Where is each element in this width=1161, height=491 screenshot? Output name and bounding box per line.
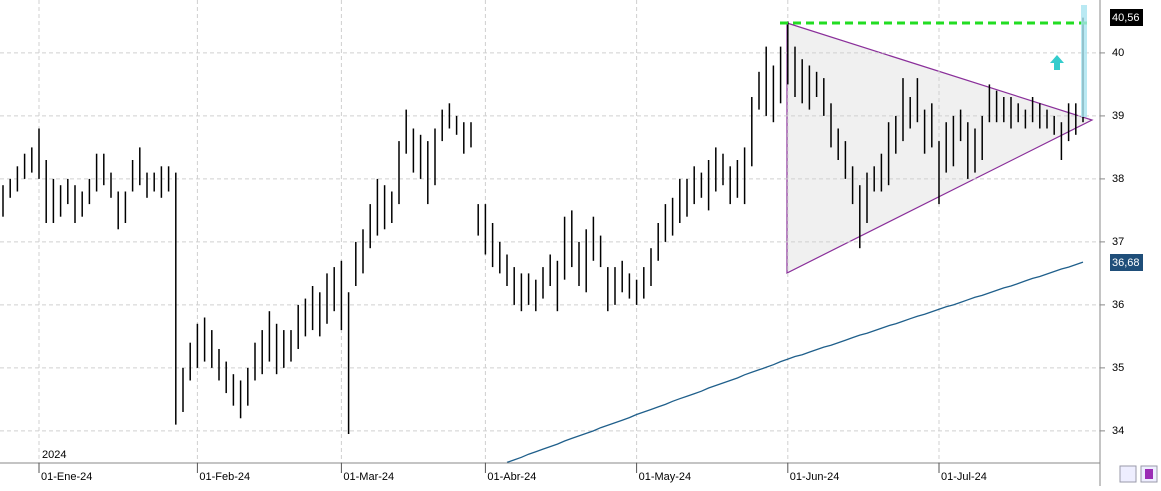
- x-tick-label: 01-Mar-24: [343, 471, 394, 483]
- moving-average: [506, 261, 1084, 464]
- y-axis-panel: [1101, 0, 1161, 486]
- price-label-box: [1110, 9, 1143, 26]
- x-tick-label: 01-Ene-24: [41, 471, 92, 483]
- up-arrow: [1050, 55, 1064, 70]
- ma-label: 36,68: [1112, 257, 1140, 269]
- y-tick-label: 39: [1112, 110, 1124, 122]
- x-tick-label: 01-May-24: [639, 471, 692, 483]
- breakout-highlight: [1081, 5, 1087, 117]
- y-tick-label: 36: [1112, 299, 1124, 311]
- save-icon: [1145, 469, 1153, 479]
- year-label: 2024: [42, 449, 66, 461]
- x-tick-label: 01-Jun-24: [790, 471, 840, 483]
- x-tick-label: 01-Jul-24: [941, 471, 987, 483]
- y-tick-label: 35: [1112, 362, 1124, 374]
- x-tick-label: 01-Abr-24: [487, 471, 536, 483]
- y-tick-label: 40: [1112, 47, 1124, 59]
- y-tick-label: 37: [1112, 236, 1124, 248]
- price-label: 40,56: [1112, 12, 1140, 24]
- ma-label-box: [1110, 254, 1143, 271]
- y-tick-label: 34: [1112, 425, 1124, 437]
- scroll-button[interactable]: [1119, 465, 1137, 483]
- y-tick-label: 38: [1112, 173, 1124, 185]
- x-tick-label: 01-Feb-24: [199, 471, 250, 483]
